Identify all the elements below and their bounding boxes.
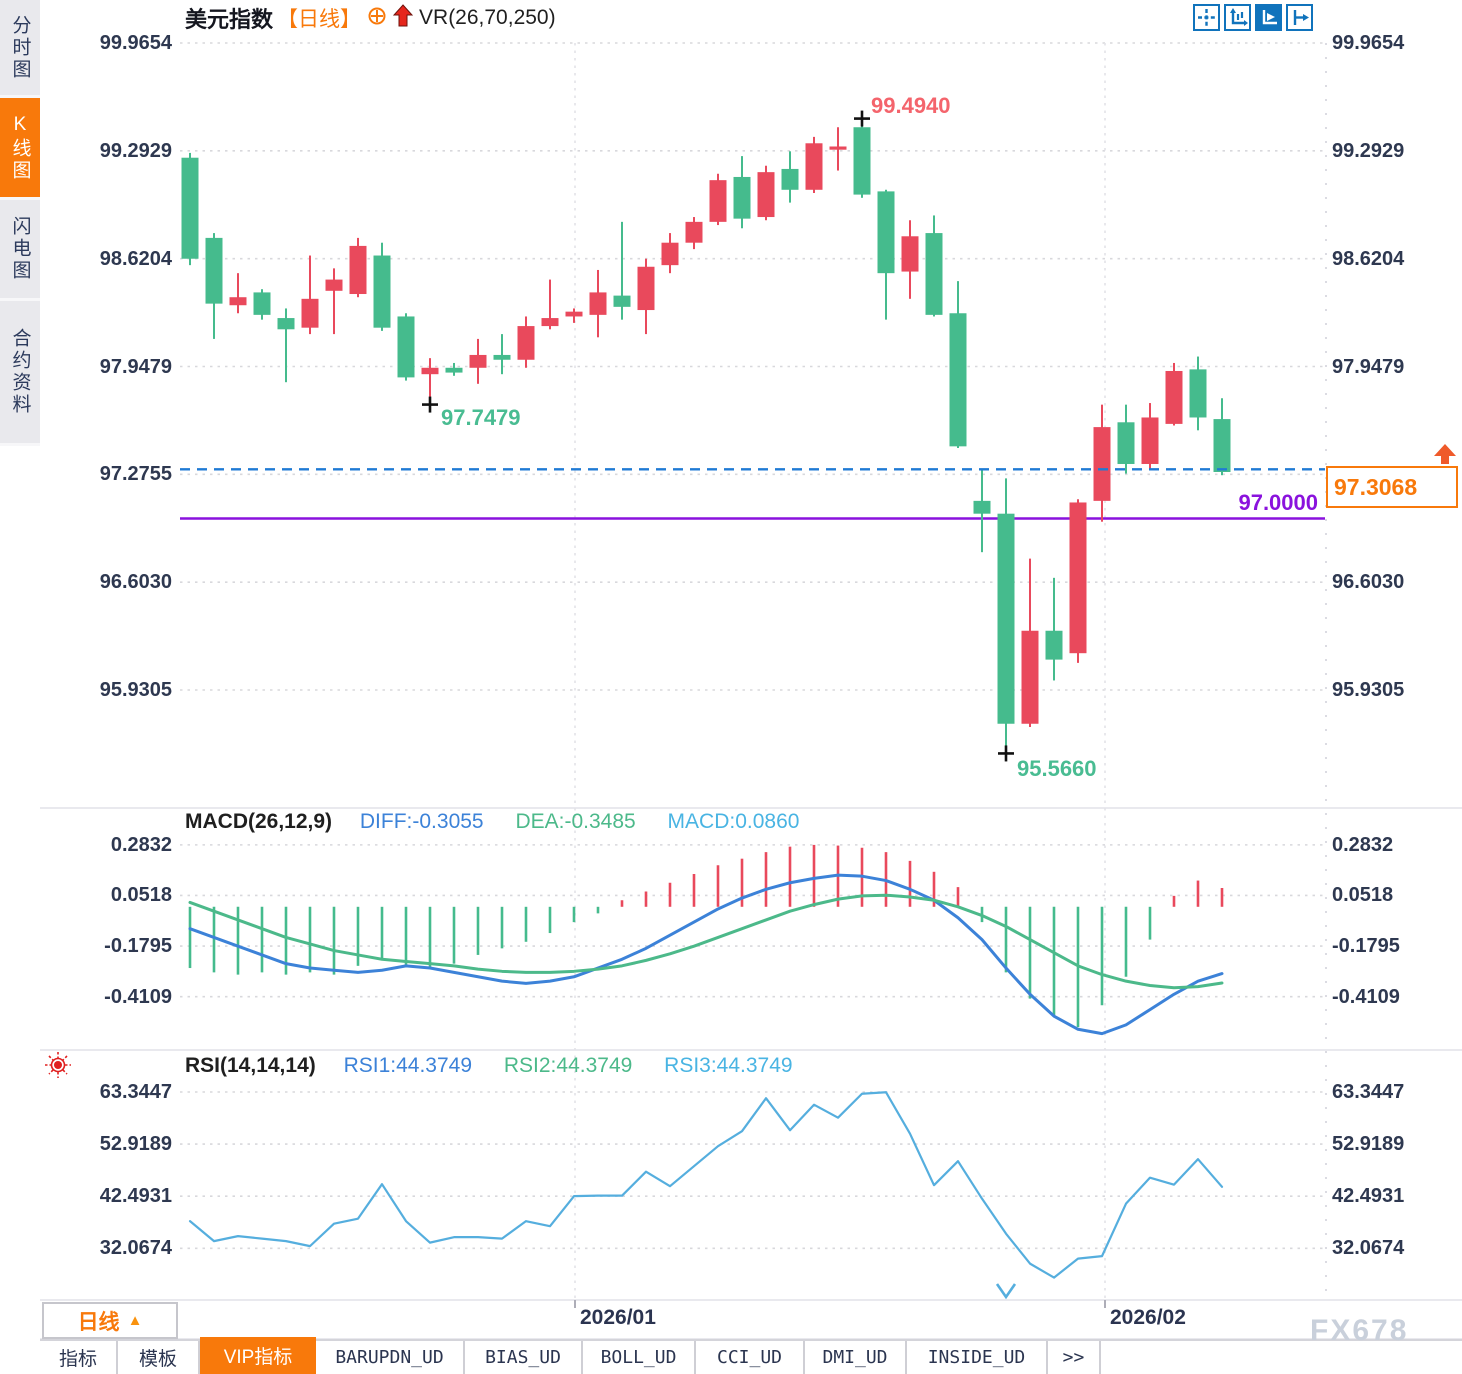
macd-dea-value: DEA:-0.3485 <box>515 810 636 833</box>
swing-low-price-label: 97.7479 <box>441 405 521 430</box>
chart-toolbar <box>1193 4 1313 31</box>
sidebar-tab-3[interactable]: 闪电图 <box>0 200 40 301</box>
axes-scale-icon[interactable] <box>1224 4 1251 31</box>
triangle-up-icon: ▲ <box>127 1312 143 1329</box>
current-price-value: 97.3068 <box>1334 473 1418 500</box>
sidebar-tab-4[interactable]: 合约资料 <box>0 301 40 446</box>
low-price-label: 95.5660 <box>1017 756 1097 781</box>
bottom-tab-9[interactable]: INSIDE_UD <box>907 1341 1048 1374</box>
bottom-tab-8[interactable]: DMI_UD <box>805 1341 907 1374</box>
alert-sun-icon[interactable] <box>44 1051 72 1084</box>
bottom-tab-3[interactable]: VIP指标 <box>200 1337 316 1374</box>
rsi-panel-header: RSI(14,14,14) RSI1:44.3749 RSI2:44.3749 … <box>185 1054 793 1078</box>
macd-diff-value: DIFF:-0.3055 <box>359 810 484 833</box>
period-tag: 【日线】 <box>277 8 362 31</box>
target-circle-icon[interactable] <box>367 6 387 31</box>
macd-label: MACD(26,12,9) <box>185 810 333 833</box>
current-price-tag: 97.3068 <box>1326 466 1458 508</box>
sidebar-tab-1[interactable]: 分时图 <box>0 0 40 98</box>
rsi-label: RSI(14,14,14) <box>185 1054 316 1077</box>
crosshair-icon[interactable] <box>1193 4 1220 31</box>
watermark: FX678 <box>1310 1314 1409 1347</box>
bottom-tab-2[interactable]: 模板 <box>118 1341 200 1374</box>
indicator-label: VR(26,70,250) <box>419 6 556 29</box>
rsi3-value: RSI3:44.3749 <box>664 1054 793 1077</box>
red-up-arrow-icon <box>392 3 414 33</box>
sidebar-tab-2[interactable]: K线图 <box>0 98 40 200</box>
bottom-tab-5[interactable]: BIAS_UD <box>465 1341 583 1374</box>
support-line-label: 97.0000 <box>1238 490 1318 515</box>
bottom-tab-6[interactable]: BOLL_UD <box>583 1341 696 1374</box>
period-selector[interactable]: 日线 ▲ <box>42 1302 178 1339</box>
bottom-tab-4[interactable]: BARUPDN_UD <box>316 1341 465 1374</box>
pan-right-icon[interactable] <box>1286 4 1313 31</box>
sidebar: 分时图 K线图 闪电图 合约资料 <box>0 0 40 1374</box>
rsi2-value: RSI2:44.3749 <box>503 1054 633 1077</box>
indicator-tab-bar: 指标 模板 VIP指标 BARUPDN_UD BIAS_UD BOLL_UD CCI_UD D… <box>0 1337 1462 1374</box>
price-up-arrow-icon <box>1432 442 1458 471</box>
bottom-tab-10[interactable]: >> <box>1048 1341 1101 1374</box>
period-selector-label: 日线 <box>77 1310 120 1334</box>
macd-macd-value: MACD:0.0860 <box>667 810 800 833</box>
bottom-tab-1[interactable]: 指标 <box>40 1341 118 1374</box>
rsi1-value: RSI1:44.3749 <box>343 1054 473 1077</box>
symbol-title: 美元指数 <box>185 7 274 32</box>
high-price-label: 99.4940 <box>871 93 951 118</box>
chart-titlebar: 美元指数 【日线】 VR(26,70,250) <box>185 3 556 33</box>
macd-panel-header: MACD(26,12,9) DIFF:-0.3055 DEA:-0.3485 M… <box>185 810 799 834</box>
auto-scale-icon[interactable] <box>1255 4 1282 31</box>
bottom-tab-7[interactable]: CCI_UD <box>696 1341 805 1374</box>
